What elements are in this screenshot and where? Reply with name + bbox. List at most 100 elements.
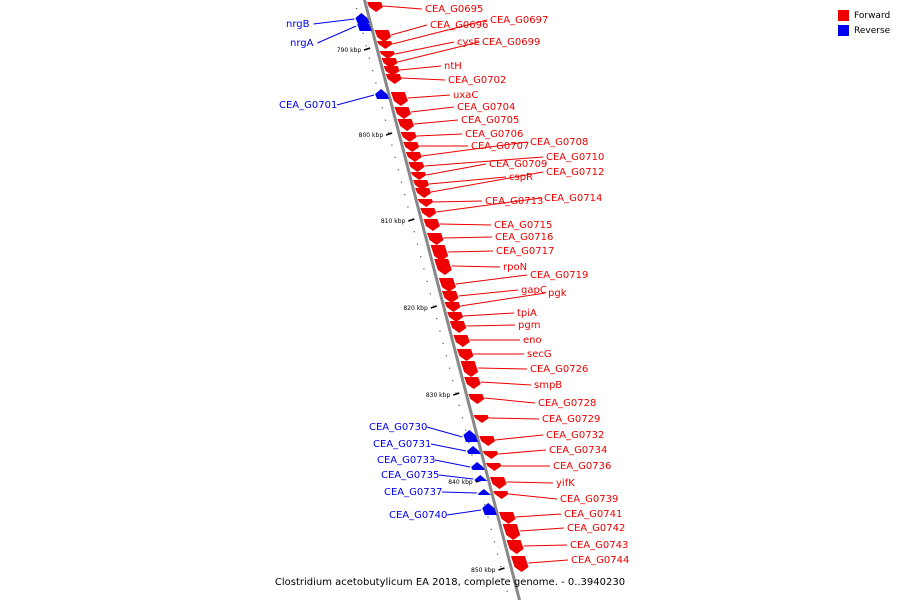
reverse-gene-block[interactable] bbox=[463, 430, 478, 442]
gene-label[interactable]: CEA_G0734 bbox=[549, 445, 607, 456]
gene-label[interactable]: CEA_G0731 bbox=[373, 439, 431, 450]
forward-gene-block[interactable] bbox=[415, 188, 432, 198]
forward-gene-block[interactable] bbox=[506, 540, 524, 554]
forward-gene-block[interactable] bbox=[502, 524, 521, 540]
gene-feature[interactable]: yifK bbox=[490, 477, 575, 489]
gene-label[interactable]: CEA_G0739 bbox=[560, 494, 618, 505]
reverse-gene-block[interactable] bbox=[482, 503, 497, 515]
gene-feature[interactable]: cspR bbox=[413, 172, 533, 190]
gene-feature[interactable]: CEA_G0743 bbox=[506, 540, 629, 554]
gene-feature[interactable]: CEA_G0736 bbox=[485, 461, 611, 472]
forward-gene-block[interactable] bbox=[374, 30, 392, 42]
forward-gene-block[interactable] bbox=[434, 259, 452, 275]
forward-gene-block[interactable] bbox=[468, 394, 485, 404]
gene-label[interactable]: CEA_G0732 bbox=[546, 430, 604, 441]
gene-label[interactable]: nrgB bbox=[286, 19, 310, 30]
gene-label[interactable]: CEA_G0702 bbox=[448, 75, 506, 86]
gene-feature[interactable]: CEA_G0741 bbox=[499, 509, 622, 524]
gene-label[interactable]: CEA_G0735 bbox=[381, 470, 439, 481]
forward-gene-block[interactable] bbox=[456, 349, 474, 361]
gene-feature[interactable]: CEA_G0702 bbox=[385, 74, 507, 86]
forward-gene-block[interactable] bbox=[464, 377, 481, 389]
forward-gene-block[interactable] bbox=[485, 463, 502, 471]
gene-label[interactable]: cysE bbox=[457, 37, 480, 48]
gene-feature[interactable]: CEA_G0717 bbox=[430, 245, 555, 261]
gene-label[interactable]: CEA_G0697 bbox=[490, 15, 548, 26]
gene-feature[interactable]: CEA_G0704 bbox=[394, 102, 515, 119]
gene-feature[interactable]: CEA_G0708 bbox=[405, 137, 589, 162]
gene-label[interactable]: CEA_G0695 bbox=[425, 4, 483, 15]
forward-gene-block[interactable] bbox=[381, 58, 398, 68]
gene-feature[interactable]: nrgA bbox=[290, 19, 372, 49]
gene-feature[interactable]: CEA_G0701 bbox=[279, 89, 390, 111]
forward-gene-block[interactable] bbox=[499, 512, 516, 524]
gene-label[interactable]: smpB bbox=[534, 380, 562, 391]
gene-label[interactable]: CEA_G0699 bbox=[482, 37, 540, 48]
gene-feature[interactable]: CEA_G0739 bbox=[493, 491, 618, 505]
forward-gene-block[interactable] bbox=[376, 41, 393, 49]
gene-feature[interactable]: CEA_G0697 bbox=[376, 15, 548, 49]
gene-label[interactable]: CEA_G0709 bbox=[489, 159, 547, 170]
gene-feature[interactable]: CEA_G0735 bbox=[381, 470, 488, 481]
gene-feature[interactable]: CEA_G0728 bbox=[468, 394, 596, 409]
gene-feature[interactable]: CEA_G0726 bbox=[460, 361, 589, 377]
forward-gene-block[interactable] bbox=[444, 302, 461, 312]
forward-gene-block[interactable] bbox=[479, 436, 496, 446]
gene-label[interactable]: tpiA bbox=[517, 308, 537, 319]
gene-label[interactable]: CEA_G0712 bbox=[546, 167, 604, 178]
gene-label[interactable]: CEA_G0717 bbox=[496, 246, 554, 257]
gene-label[interactable]: CEA_G0705 bbox=[461, 115, 519, 126]
gene-feature[interactable]: CEA_G0734 bbox=[482, 445, 608, 459]
gene-label[interactable]: CEA_G0744 bbox=[571, 555, 629, 566]
forward-gene-block[interactable] bbox=[405, 152, 422, 162]
gene-label[interactable]: rpoN bbox=[503, 262, 527, 273]
gene-feature[interactable]: CEA_G0733 bbox=[377, 455, 485, 470]
reverse-gene-block[interactable] bbox=[471, 462, 485, 470]
gene-label[interactable]: CEA_G0733 bbox=[377, 455, 435, 466]
gene-label[interactable]: gapC bbox=[521, 285, 547, 296]
gene-feature[interactable]: CEA_G0715 bbox=[423, 219, 552, 231]
forward-gene-block[interactable] bbox=[447, 312, 464, 322]
gene-feature[interactable]: CEA_G0737 bbox=[384, 487, 491, 498]
gene-label[interactable]: cspR bbox=[509, 172, 533, 183]
gene-feature[interactable]: CEA_G0696 bbox=[374, 20, 489, 42]
forward-gene-block[interactable] bbox=[420, 208, 437, 218]
forward-gene-block[interactable] bbox=[473, 415, 490, 423]
reverse-gene-block[interactable] bbox=[467, 446, 481, 454]
reverse-gene-block[interactable] bbox=[474, 475, 488, 481]
reverse-gene-block[interactable] bbox=[477, 489, 491, 495]
gene-label[interactable]: eno bbox=[523, 335, 542, 346]
gene-feature[interactable]: CEA_G0744 bbox=[510, 555, 629, 572]
gene-feature[interactable]: CEA_G0699 bbox=[381, 37, 541, 68]
forward-gene-block[interactable] bbox=[390, 92, 408, 106]
reverse-gene-block[interactable] bbox=[355, 13, 370, 23]
gene-feature[interactable]: CEA_G0740 bbox=[389, 503, 497, 521]
forward-gene-block[interactable] bbox=[426, 233, 444, 245]
reverse-gene-block[interactable] bbox=[375, 89, 390, 99]
gene-label[interactable]: CEA_G0701 bbox=[279, 100, 337, 111]
gene-feature[interactable]: gapC bbox=[441, 285, 547, 303]
gene-feature[interactable]: CEA_G0716 bbox=[426, 232, 553, 245]
gene-feature[interactable]: CEA_G0719 bbox=[438, 270, 588, 292]
gene-label[interactable]: CEA_G0736 bbox=[553, 461, 611, 472]
gene-label[interactable]: pgk bbox=[548, 288, 567, 299]
gene-label[interactable]: CEA_G0696 bbox=[430, 20, 488, 31]
forward-gene-block[interactable] bbox=[397, 119, 415, 131]
forward-gene-block[interactable] bbox=[441, 291, 459, 303]
gene-feature[interactable]: CEA_G0732 bbox=[479, 430, 604, 446]
gene-feature[interactable]: eno bbox=[453, 335, 542, 347]
forward-gene-block[interactable] bbox=[408, 162, 425, 172]
forward-gene-block[interactable] bbox=[379, 51, 396, 59]
forward-gene-block[interactable] bbox=[510, 556, 529, 572]
gene-label[interactable]: yifK bbox=[556, 478, 575, 489]
forward-gene-block[interactable] bbox=[460, 361, 479, 377]
gene-label[interactable]: CEA_G0740 bbox=[389, 510, 447, 521]
forward-gene-block[interactable] bbox=[394, 107, 412, 119]
gene-label[interactable]: CEA_G0708 bbox=[530, 137, 588, 148]
gene-label[interactable]: CEA_G0715 bbox=[494, 220, 552, 231]
gene-feature[interactable]: nrgB bbox=[286, 13, 370, 30]
forward-gene-block[interactable] bbox=[438, 278, 456, 292]
forward-gene-block[interactable] bbox=[417, 199, 434, 207]
gene-feature[interactable]: secG bbox=[456, 349, 552, 361]
gene-feature[interactable]: CEA_G0707 bbox=[403, 141, 529, 152]
